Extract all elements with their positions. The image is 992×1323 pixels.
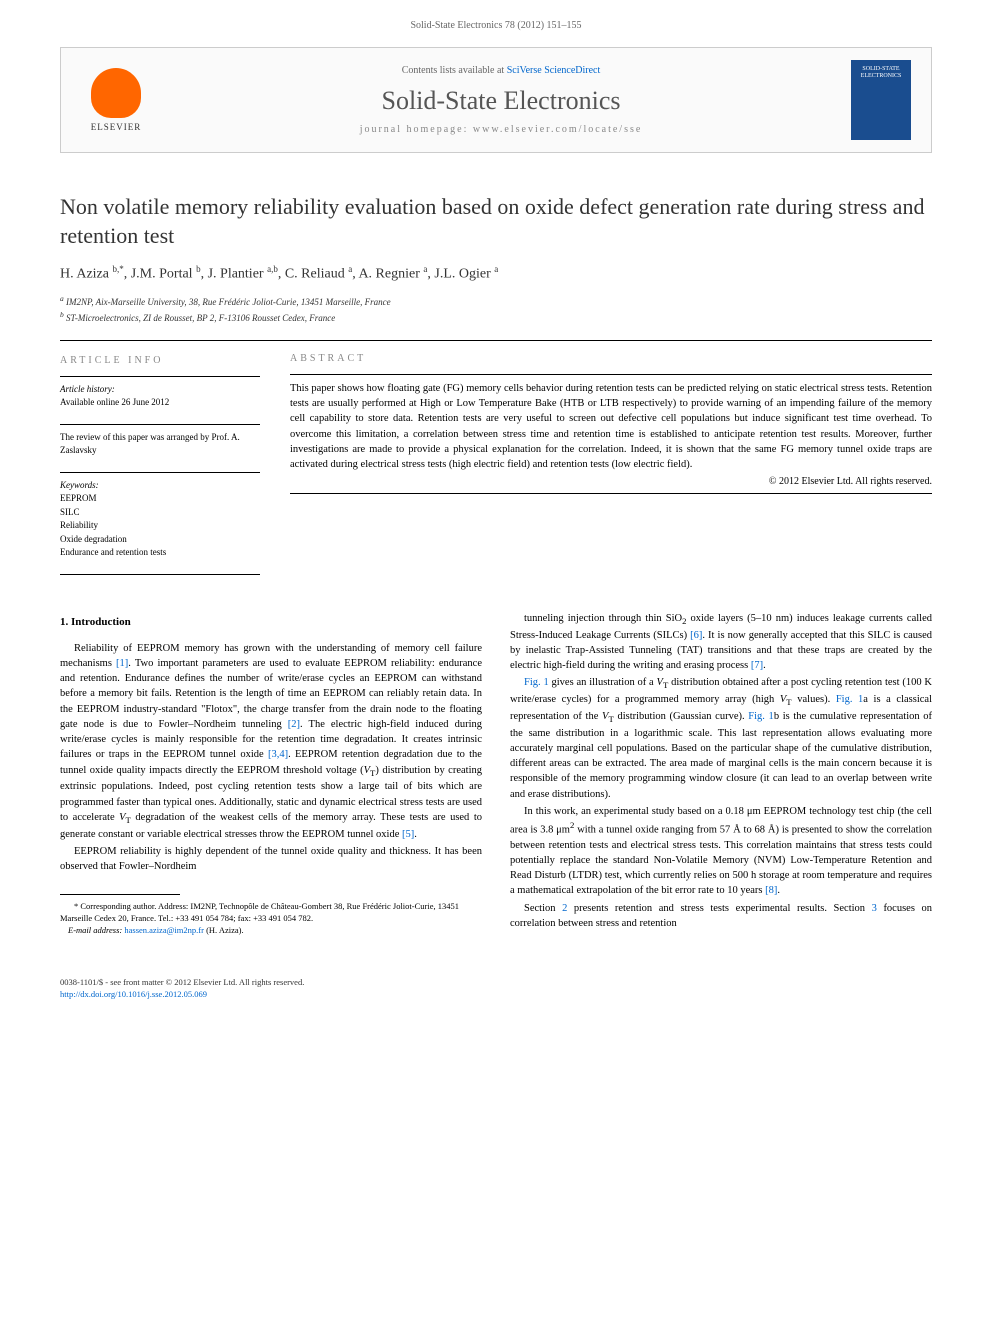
- divider: [60, 340, 932, 341]
- affiliations: a IM2NP, Aix-Marseille University, 38, R…: [60, 293, 932, 326]
- journal-homepage: journal homepage: www.elsevier.com/locat…: [151, 124, 851, 135]
- review-note: The review of this paper was arranged by…: [60, 431, 260, 458]
- body-paragraph: tunneling injection through thin SiO2 ox…: [510, 611, 932, 673]
- fig-link[interactable]: Fig. 1: [524, 677, 549, 688]
- article-info-heading: ARTICLE INFO: [60, 353, 260, 368]
- keyword: EEPROM: [60, 492, 260, 506]
- header-center: Contents lists available at SciVerse Sci…: [151, 65, 851, 135]
- footnote-separator: [60, 894, 180, 895]
- body-paragraph: Reliability of EEPROM memory has grown w…: [60, 641, 482, 842]
- section-link[interactable]: 2: [562, 903, 567, 914]
- abstract-column: ABSTRACT This paper shows how floating g…: [290, 353, 932, 581]
- fig-link[interactable]: Fig. 1: [748, 711, 774, 722]
- doi-link[interactable]: http://dx.doi.org/10.1016/j.sse.2012.05.…: [60, 989, 932, 1001]
- ref-link[interactable]: [3,4]: [268, 749, 288, 760]
- article-history: Article history: Available online 26 Jun…: [60, 383, 260, 410]
- ref-link[interactable]: [2]: [288, 719, 300, 730]
- abstract-heading: ABSTRACT: [290, 353, 932, 364]
- ref-link[interactable]: [7]: [751, 660, 763, 671]
- keywords-block: Keywords: EEPROM SILC Reliability Oxide …: [60, 479, 260, 560]
- footer-copyright: 0038-1101/$ - see front matter © 2012 El…: [60, 977, 932, 989]
- contents-line: Contents lists available at SciVerse Sci…: [151, 65, 851, 76]
- cover-text: SOLID-STATE ELECTRONICS: [851, 66, 911, 79]
- journal-header-box: ELSEVIER Contents lists available at Sci…: [60, 47, 932, 153]
- abstract-text: This paper shows how floating gate (FG) …: [290, 381, 932, 472]
- ref-link[interactable]: [8]: [765, 885, 777, 896]
- body-text: 1. Introduction Reliability of EEPROM me…: [60, 611, 932, 937]
- body-paragraph: Fig. 1 gives an illustration of a VT dis…: [510, 675, 932, 801]
- email-link[interactable]: hassen.aziza@im2np.fr: [124, 925, 204, 935]
- running-head: Solid-State Electronics 78 (2012) 151–15…: [0, 0, 992, 39]
- publisher-name: ELSEVIER: [91, 122, 142, 132]
- corresponding-author-note: * Corresponding author. Address: IM2NP, …: [60, 901, 482, 925]
- keyword: SILC: [60, 506, 260, 520]
- keyword: Oxide degradation: [60, 533, 260, 547]
- section-heading: 1. Introduction: [60, 615, 482, 631]
- page-footer: 0038-1101/$ - see front matter © 2012 El…: [0, 977, 992, 1021]
- elsevier-tree-icon: [91, 68, 141, 118]
- body-paragraph: EEPROM reliability is highly dependent o…: [60, 844, 482, 874]
- copyright-line: © 2012 Elsevier Ltd. All rights reserved…: [290, 476, 932, 487]
- body-paragraph: Section 2 presents retention and stress …: [510, 901, 932, 931]
- keyword: Endurance and retention tests: [60, 546, 260, 560]
- journal-name: Solid-State Electronics: [151, 86, 851, 116]
- ref-link[interactable]: [1]: [116, 658, 128, 669]
- author-list: H. Aziza b,*, J.M. Portal b, J. Plantier…: [60, 264, 932, 283]
- ref-link[interactable]: [6]: [690, 630, 702, 641]
- article-title: Non volatile memory reliability evaluati…: [60, 193, 932, 250]
- email-note: E-mail address: hassen.aziza@im2np.fr (H…: [60, 925, 482, 937]
- elsevier-logo: ELSEVIER: [81, 60, 151, 140]
- keyword: Reliability: [60, 519, 260, 533]
- ref-link[interactable]: [5]: [402, 829, 414, 840]
- sciencedirect-link[interactable]: SciVerse ScienceDirect: [507, 65, 601, 76]
- fig-link[interactable]: Fig. 1: [836, 694, 863, 705]
- footnotes: * Corresponding author. Address: IM2NP, …: [60, 901, 482, 937]
- article-info-column: ARTICLE INFO Article history: Available …: [60, 353, 260, 581]
- section-link[interactable]: 3: [872, 903, 877, 914]
- journal-cover-thumbnail: SOLID-STATE ELECTRONICS: [851, 60, 911, 140]
- body-paragraph: In this work, an experimental study base…: [510, 804, 932, 899]
